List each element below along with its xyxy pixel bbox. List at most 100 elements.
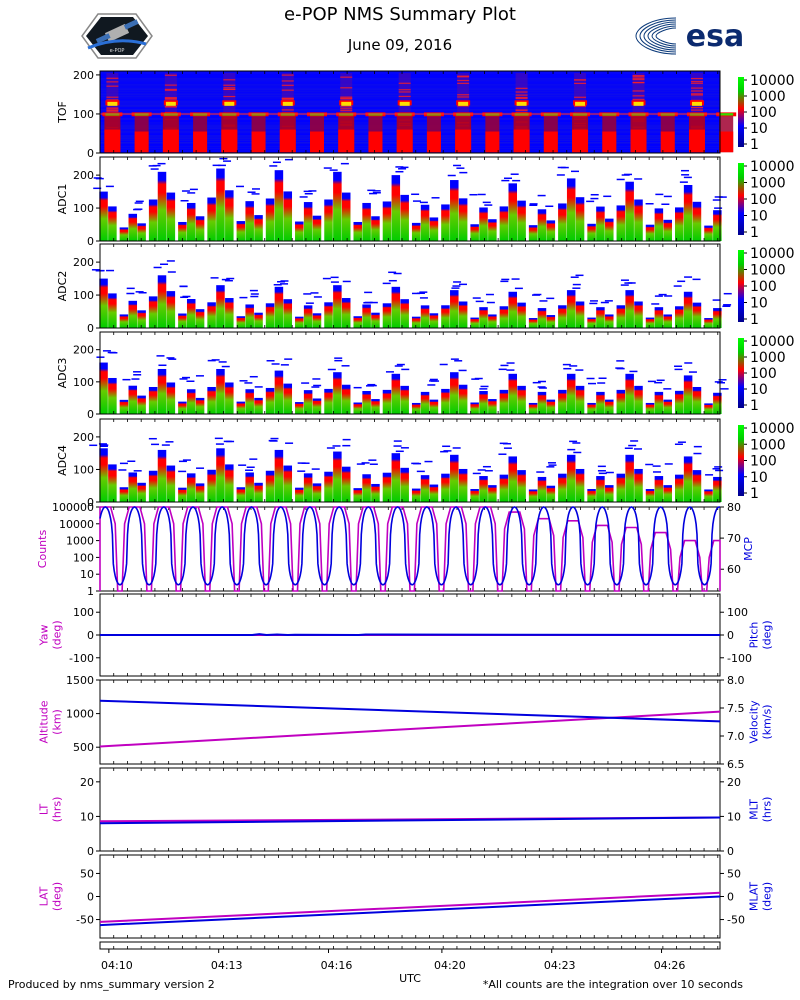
adc4-bar <box>400 467 409 502</box>
adc1-bar <box>166 192 176 241</box>
adc4-bar <box>411 488 421 502</box>
counts_mcp-left-tick-label: 1000 <box>66 535 94 548</box>
adc3-bar <box>450 372 459 414</box>
adc4-bar <box>108 464 117 502</box>
adc1-bar <box>450 180 459 241</box>
lt_mlt-right-tick-label: 20 <box>727 776 741 789</box>
time-axis-tick-label: 04:16 <box>321 959 353 972</box>
adc4-bar <box>575 468 585 502</box>
lat_mlat-left-tick-label: 50 <box>80 867 94 880</box>
adc3-bar <box>400 385 409 414</box>
adc4-ylabel-line: ADC4 <box>56 445 69 476</box>
adc3-bar <box>265 387 275 414</box>
adc1-bar <box>382 201 392 241</box>
adc4-bar <box>225 464 234 502</box>
adc2-colorbar-label: 100 <box>750 279 777 295</box>
adc1-bar <box>274 170 284 241</box>
adc3-bar <box>225 382 234 414</box>
adc1-bar <box>508 183 517 241</box>
adc4-bar <box>566 454 576 502</box>
lt_mlt-right-tick-label: 10 <box>727 810 741 823</box>
adc2-ylabel: ADC2 <box>56 271 69 302</box>
tof-colorbar-bar <box>738 77 744 147</box>
adc2-bar <box>254 312 263 328</box>
tof-mid-core <box>719 131 734 153</box>
counts_mcp-right-tick-label: 80 <box>727 501 741 514</box>
adc2-bar <box>537 308 547 328</box>
mlat-series-line <box>99 895 721 927</box>
tof-mid-core <box>602 131 617 153</box>
adc1-bar <box>704 225 713 241</box>
adc2-bar <box>470 317 479 328</box>
adc3-bar <box>236 401 246 414</box>
pitch-ylabel-line: (deg) <box>761 620 774 649</box>
lat-ylabel-line: (deg) <box>51 882 64 911</box>
lt_mlt-right-tick-label: 0 <box>727 845 734 858</box>
adc1-ylabel-line: ADC1 <box>56 184 69 215</box>
time-axis-tick-label: 04:10 <box>101 959 133 972</box>
adc4-bar <box>634 468 643 502</box>
adc1-bar <box>488 219 497 241</box>
left-logo: e-POP <box>81 13 153 59</box>
footer-integration-note: *All counts are the integration over 10 … <box>483 978 743 991</box>
adc4-ylabel: ADC4 <box>56 445 69 476</box>
adc2-frame <box>99 243 721 329</box>
lat-ylabel-line: LAT <box>38 886 51 906</box>
adc4-bar <box>546 485 556 502</box>
adc1-bar <box>517 200 526 241</box>
tof-band-core <box>224 101 235 106</box>
lat_mlat-right-tick-label: -50 <box>727 914 745 927</box>
counts-ylabel-line: Counts <box>36 530 49 569</box>
adc4-bar <box>391 453 401 502</box>
adc2-colorbar-label: 10000 <box>750 246 795 262</box>
adc2-bar <box>391 286 401 328</box>
adc4-bar <box>587 489 596 502</box>
tof-ylabel: TOF <box>56 101 69 124</box>
adc2-bar <box>566 290 576 328</box>
tof-band-core <box>341 101 352 106</box>
adc2-bar <box>517 302 526 328</box>
adc3-bar <box>546 399 556 414</box>
tof-mid-core <box>193 131 208 153</box>
adc3-bar <box>382 389 392 414</box>
tof-low-core <box>279 129 296 153</box>
adc4-bar <box>654 476 664 502</box>
adc3-bar <box>178 401 187 414</box>
adc3-bar <box>371 399 380 414</box>
adc2-bar <box>488 314 497 328</box>
adc2-bar <box>596 307 605 328</box>
adc1-colorbar-label: 10000 <box>750 159 795 175</box>
adc3-bar <box>704 403 713 414</box>
yaw-ylabel: Yaw (deg) <box>38 620 64 649</box>
adc2-bar <box>420 305 430 328</box>
adc1-bar <box>634 199 643 241</box>
adc4-bar <box>616 473 626 502</box>
adc3-bar <box>295 402 304 414</box>
adc1-bar <box>713 210 722 241</box>
adc4-bar <box>663 485 672 502</box>
adc4-ytick-label: 200 <box>73 431 94 444</box>
adc4-bar <box>295 487 304 502</box>
adc3-bar <box>341 384 351 414</box>
tof-ytick-label: 200 <box>73 69 94 82</box>
lt-ylabel: LT (hrs) <box>38 797 64 823</box>
counts_mcp-right-tick-label: 70 <box>727 532 741 545</box>
adc3-bar <box>508 373 517 414</box>
yaw-ylabel-line: (deg) <box>51 620 64 649</box>
counts-ylabel: Counts <box>36 530 49 569</box>
adc1-bar <box>616 205 626 241</box>
adc2-bar <box>616 305 626 328</box>
mlt-ylabel-line: (hrs) <box>761 797 774 823</box>
lt-ylabel-line: (hrs) <box>51 797 64 823</box>
adc2-bar <box>683 291 693 328</box>
counts_mcp-left-tick-label: 100000 <box>52 501 94 514</box>
mcp-ylabel: MCP <box>742 537 755 561</box>
adc3-bar <box>186 389 196 414</box>
adc4-bar <box>303 473 313 502</box>
adc4-bar <box>499 474 509 502</box>
adc4-bar <box>119 487 129 502</box>
pitch-ylabel: Pitch (deg) <box>748 620 774 649</box>
adc1-bar <box>119 227 129 241</box>
